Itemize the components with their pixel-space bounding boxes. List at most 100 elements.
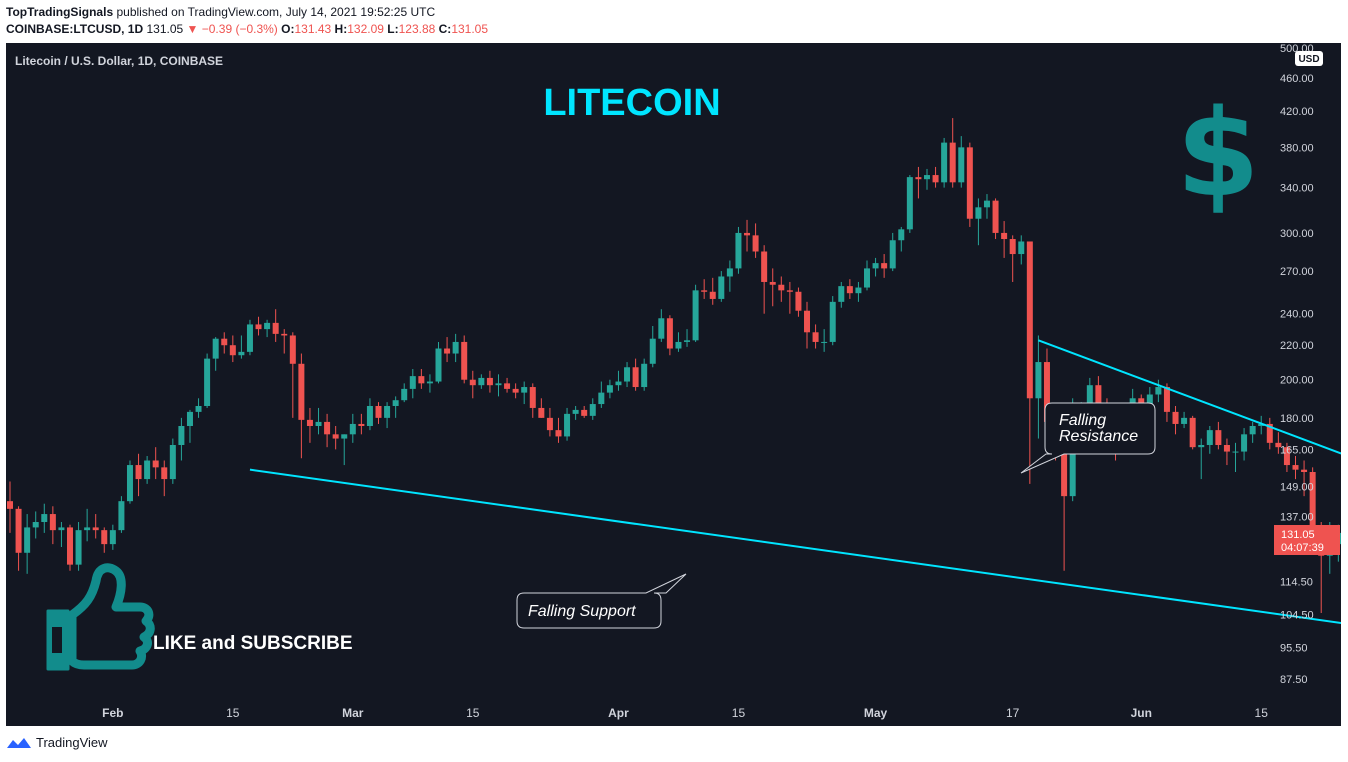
publish-info: TopTradingSignals published on TradingVi… [6,5,435,19]
thumbs-up-icon [46,563,155,671]
falling-resistance-line2: Resistance [1059,428,1138,445]
candle-body [161,467,168,480]
candle-body [452,341,459,354]
candle-body [898,229,905,241]
publisher-name[interactable]: TopTradingSignals [6,5,114,19]
falling-resistance-line [1038,339,1341,455]
current-price-label: 131.05 [1281,529,1315,541]
candle-body [401,388,408,401]
ohlc-info: COINBASE:LTCUSD, 1D 131.05 ▼ −0.39 (−0.3… [6,22,488,36]
candle-body [1223,445,1230,452]
candle-body [675,341,682,349]
candle-body [761,251,768,282]
candle-body [1266,423,1273,443]
candle-body [624,367,631,382]
candle-body [332,434,339,439]
candle-body [872,263,879,269]
candle-body [744,232,751,236]
candle-body [529,387,536,408]
candle-body [1043,362,1050,422]
price-tick-label: 87.50 [1280,674,1308,686]
candle-body [1009,239,1016,255]
candle-body [692,290,699,341]
candle-body [864,268,870,288]
candle-body [84,527,91,531]
candle-body [606,385,613,393]
candle-body [469,379,476,386]
currency-badge[interactable]: USD [1295,51,1323,66]
candle-body [666,318,673,349]
candle-body [238,351,245,356]
candle-body [1163,387,1170,412]
candle-body [615,381,622,386]
candle-body [786,290,793,292]
candle-body [41,514,48,523]
countdown-label: 04:07:39 [1281,542,1324,554]
open-value: 131.43 [294,22,332,36]
candle-body [178,425,185,446]
candle-body [598,392,605,405]
candle-body [204,358,211,406]
candle-body [221,338,228,346]
price-tick-label: 180.00 [1280,413,1314,425]
price-tick-label: 340.00 [1280,183,1314,195]
high-label: H: [334,22,348,36]
candle-body [478,377,485,386]
candle-body [195,405,202,412]
time-tick-label: 15 [1255,706,1269,720]
time-tick-label: 15 [466,706,480,720]
candle-body [546,417,553,431]
price-tick-label: 420.00 [1280,106,1314,118]
candle-body [838,286,845,302]
falling-resistance-callout[interactable]: Falling Resistance [1020,402,1156,474]
price-tick-label: 200.00 [1280,375,1314,387]
falling-support-callout[interactable]: Falling Support [516,573,687,629]
candle-body [1249,425,1256,435]
candle-body [349,423,356,435]
price-tick-label: 240.00 [1280,309,1314,321]
falling-resistance-line1: Falling [1059,412,1106,429]
trendlines [249,339,1341,625]
candle-body [504,383,511,389]
time-tick-label: Feb [102,706,123,720]
footer-brand[interactable]: TradingView [36,735,108,750]
candle-body [384,405,391,418]
candle-body [889,240,896,269]
candle-body [1061,438,1068,497]
candle-body [812,332,819,342]
candle-body [126,465,133,502]
candle-body [992,200,999,233]
time-tick-label: Mar [342,706,364,720]
candle-body [118,501,125,531]
candle-body [881,263,888,269]
candle-body [264,322,271,330]
candle-body [495,383,502,386]
candle-body [392,400,399,406]
candle-body [555,430,562,437]
candle-body [1283,447,1290,466]
candle-body [1172,411,1179,424]
candle-body [632,367,639,388]
candle-body [1086,385,1093,408]
candle-body [521,387,528,393]
time-tick-label: May [864,706,888,720]
candle-body [735,232,742,269]
candle-body [923,175,930,180]
down-arrow-icon: ▼ [186,22,199,36]
low-value: 123.88 [398,22,436,36]
time-axis[interactable]: Feb15Mar15Apr15May17Jun15Jul15Aug [102,706,1341,720]
candle-body [246,324,253,352]
price-tick-label: 114.50 [1280,577,1313,589]
chart-canvas[interactable]: 500.00460.00420.00380.00340.00300.00270.… [6,43,1341,726]
candle-body [512,388,519,393]
change-value: −0.39 (−0.3%) [201,22,278,36]
candle-body [684,340,691,342]
candle-body [1018,241,1025,255]
candle-body [461,341,468,380]
currency-label: USD [1298,54,1319,65]
price-tick-label: 300.00 [1280,228,1314,240]
candle-body [709,291,716,299]
chart-frame[interactable]: 500.00 460.00 420.00 380.00 340.00 300.00 270.… [6,43,1341,726]
candle-body [486,377,493,386]
candle-body [726,268,733,277]
